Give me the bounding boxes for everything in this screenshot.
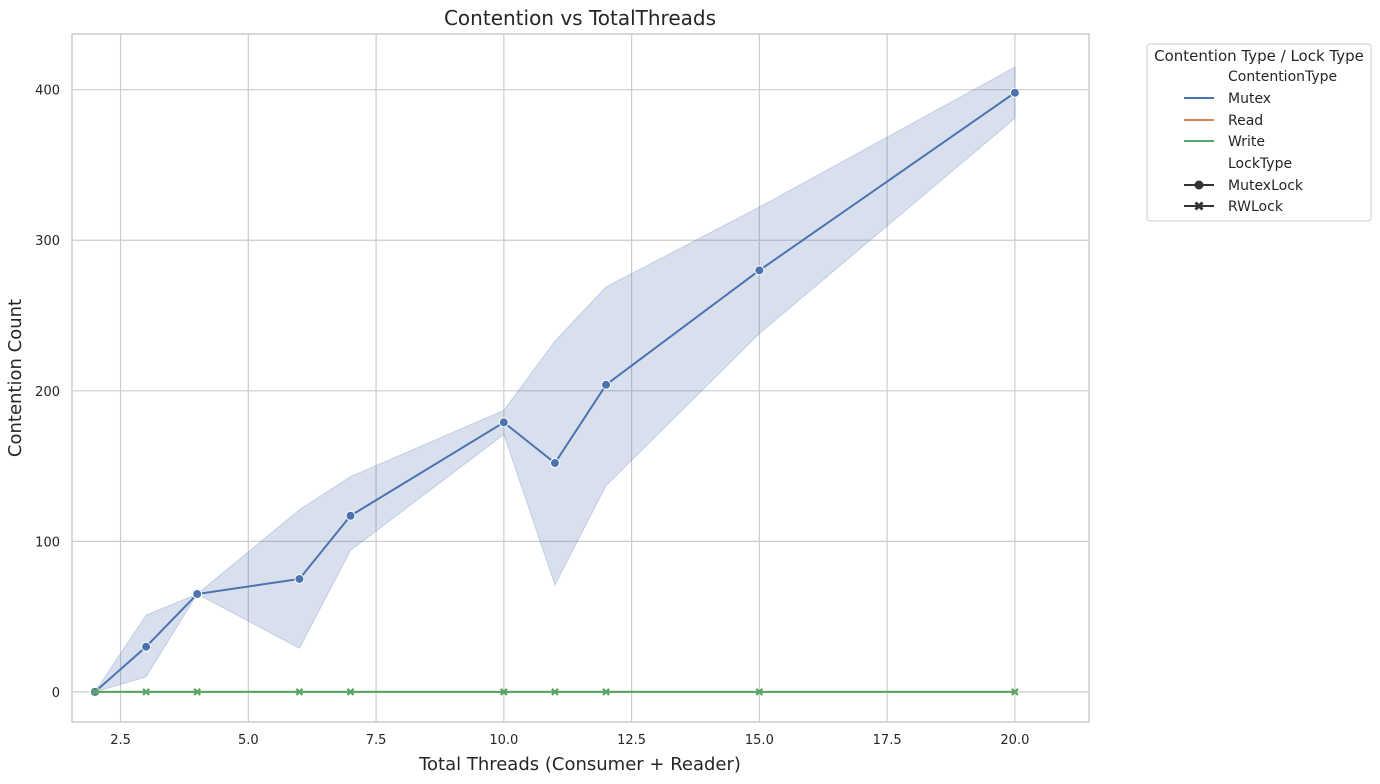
y-tick-label: 400 — [35, 84, 60, 99]
legend-rwlock-label: RWLock — [1228, 199, 1284, 215]
data-point-write — [142, 688, 150, 696]
circle-marker-icon — [1194, 180, 1204, 190]
data-point-mutex — [754, 265, 765, 276]
legend-read-label: Read — [1228, 113, 1263, 129]
legend-mutex-label: Mutex — [1228, 91, 1271, 107]
data-point-write — [1011, 688, 1019, 696]
confidence-band-mutex — [93, 66, 1016, 693]
data-point-write — [193, 688, 201, 696]
data-point-mutex — [345, 510, 356, 521]
x-marker-icon — [1194, 201, 1204, 211]
data-point-mutex — [141, 641, 152, 652]
data-point-write — [295, 688, 304, 696]
x-tick-label: 20.0 — [1000, 733, 1029, 748]
x-tick-label: 10.0 — [489, 733, 518, 748]
data-point-write — [346, 688, 355, 696]
data-point-write — [551, 688, 559, 696]
data-point-write — [91, 688, 99, 696]
legend-mutexlock-label: MutexLock — [1228, 178, 1304, 194]
legend-style-title: LockType — [1228, 156, 1292, 172]
legend-title: Contention Type / Lock Type — [1154, 47, 1364, 65]
legend-write-label: Write — [1228, 134, 1265, 150]
y-tick-label: 200 — [35, 385, 60, 400]
x-tick-label: 2.5 — [110, 733, 131, 748]
x-tick-label: 7.5 — [366, 733, 387, 748]
x-axis-title: Total Threads (Consumer + Reader) — [418, 754, 741, 775]
chart-title: Contention vs TotalThreads — [444, 6, 716, 30]
data-point-mutex — [1009, 87, 1020, 98]
series-line-mutex — [94, 91, 1016, 693]
plot-frame — [71, 33, 1090, 723]
data-point-write — [755, 688, 764, 696]
x-tick-label: 15.0 — [745, 733, 774, 748]
legend: Contention Type / Lock Type ContentionTy… — [1146, 43, 1372, 222]
data-point-mutex — [294, 573, 305, 584]
x-tick-label: 5.0 — [238, 733, 259, 748]
y-tick-label: 0 — [52, 686, 60, 701]
data-point-mutex — [601, 379, 612, 390]
legend-hue-title: ContentionType — [1228, 69, 1337, 85]
y-tick-label: 300 — [35, 234, 60, 249]
plot-area: 2.5 5.0 7.5 10.0 12.5 15.0 17.5 20.0 0 100 200 300 4… — [35, 33, 1090, 748]
x-tick-label: 17.5 — [873, 733, 902, 748]
y-tick-label: 100 — [35, 535, 60, 550]
data-point-mutex — [192, 589, 203, 600]
legend-frame — [1146, 43, 1372, 222]
y-axis-title: Contention Count — [5, 299, 26, 457]
data-point-write — [602, 688, 610, 696]
x-tick-label: 12.5 — [617, 733, 646, 748]
data-point-mutex — [498, 417, 509, 428]
data-point-mutex — [549, 458, 560, 469]
data-point-write — [500, 688, 508, 696]
